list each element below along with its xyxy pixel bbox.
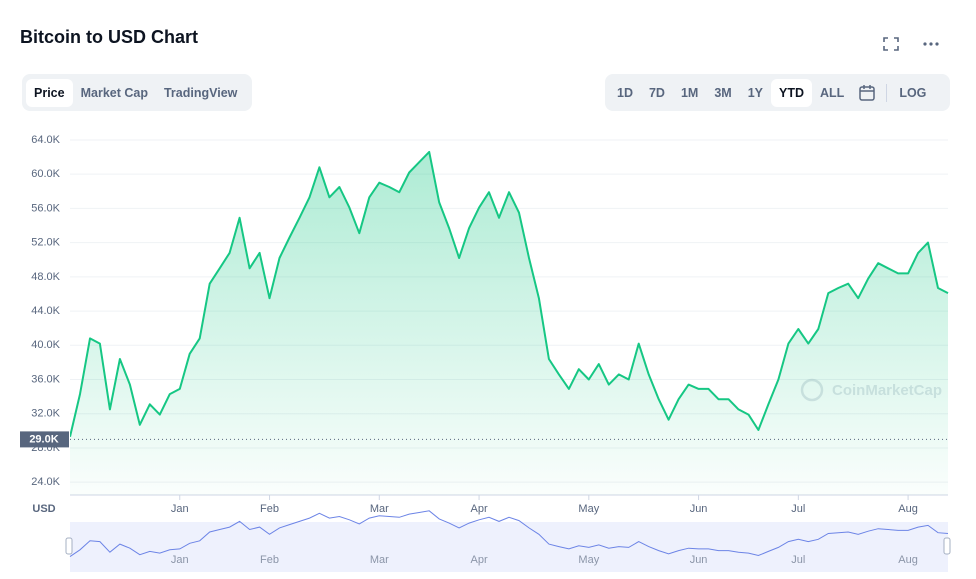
navigator-label: Jun bbox=[690, 554, 708, 566]
currency-label: USD bbox=[32, 503, 55, 515]
header-icons bbox=[883, 37, 939, 51]
y-tick-label: 52.0K bbox=[31, 237, 60, 249]
separator bbox=[886, 83, 888, 102]
fullscreen-icon[interactable] bbox=[883, 37, 899, 51]
x-tick-label: Jun bbox=[690, 503, 708, 515]
calendar-icon[interactable] bbox=[852, 83, 882, 103]
tab[interactable]: Market Cap bbox=[80, 85, 148, 100]
range-button[interactable]: YTD bbox=[771, 78, 813, 107]
x-tick-label: Mar bbox=[370, 503, 389, 515]
navigator-handle[interactable] bbox=[65, 537, 73, 555]
range-button[interactable]: 1D bbox=[617, 85, 633, 100]
y-tick-label: 24.0K bbox=[31, 476, 60, 488]
navigator-label: Feb bbox=[260, 554, 279, 566]
navigator-label: Aug bbox=[898, 554, 918, 566]
range-buttons: 1D 7D 1M 3M 1Y YTD ALL LOG bbox=[605, 74, 950, 111]
y-tick-label: 60.0K bbox=[31, 168, 60, 180]
x-tick-label: Jul bbox=[791, 503, 805, 515]
navigator-background bbox=[70, 522, 948, 572]
range-button[interactable]: 3M bbox=[714, 85, 732, 100]
chart-tabs: Price Market Cap TradingView bbox=[22, 74, 252, 111]
range-button[interactable]: 7D bbox=[648, 85, 665, 100]
range-button[interactable]: ALL bbox=[820, 85, 845, 100]
x-tick-label: Feb bbox=[260, 503, 279, 515]
range-button[interactable]: 1M bbox=[680, 85, 699, 100]
baseline-label-box bbox=[20, 431, 69, 448]
y-tick-label: 32.0K bbox=[31, 408, 60, 420]
x-tick-label: Aug bbox=[898, 503, 918, 515]
navigator-handle[interactable] bbox=[943, 537, 951, 555]
y-tick-label: 44.0K bbox=[31, 305, 60, 317]
y-tick-label: 40.0K bbox=[31, 339, 60, 351]
tab[interactable]: TradingView bbox=[163, 85, 238, 100]
x-tick-label: Jan bbox=[171, 503, 189, 515]
y-tick-label: 36.0K bbox=[31, 373, 60, 385]
y-tick-label: 56.0K bbox=[31, 202, 60, 214]
navigator-label: May bbox=[578, 554, 599, 566]
navigator-label: Jul bbox=[791, 554, 805, 566]
y-tick-label: 48.0K bbox=[31, 271, 60, 283]
more-icon[interactable] bbox=[923, 42, 939, 46]
navigator-label: Apr bbox=[471, 554, 488, 566]
log-toggle[interactable]: LOG bbox=[899, 85, 927, 100]
tab[interactable]: Price bbox=[26, 78, 73, 107]
y-tick-label: 64.0K bbox=[31, 134, 60, 146]
page-title: Bitcoin to USD Chart bbox=[20, 27, 198, 47]
baseline-label: 29.0K bbox=[29, 433, 58, 445]
navigator-label: Mar bbox=[370, 554, 389, 566]
navigator-line bbox=[69, 510, 949, 558]
price-line bbox=[70, 150, 949, 438]
range-button[interactable]: 1Y bbox=[747, 85, 764, 100]
x-tick-label: May bbox=[578, 503, 599, 515]
navigator-label: Jan bbox=[171, 554, 189, 566]
x-tick-label: Apr bbox=[471, 503, 488, 515]
